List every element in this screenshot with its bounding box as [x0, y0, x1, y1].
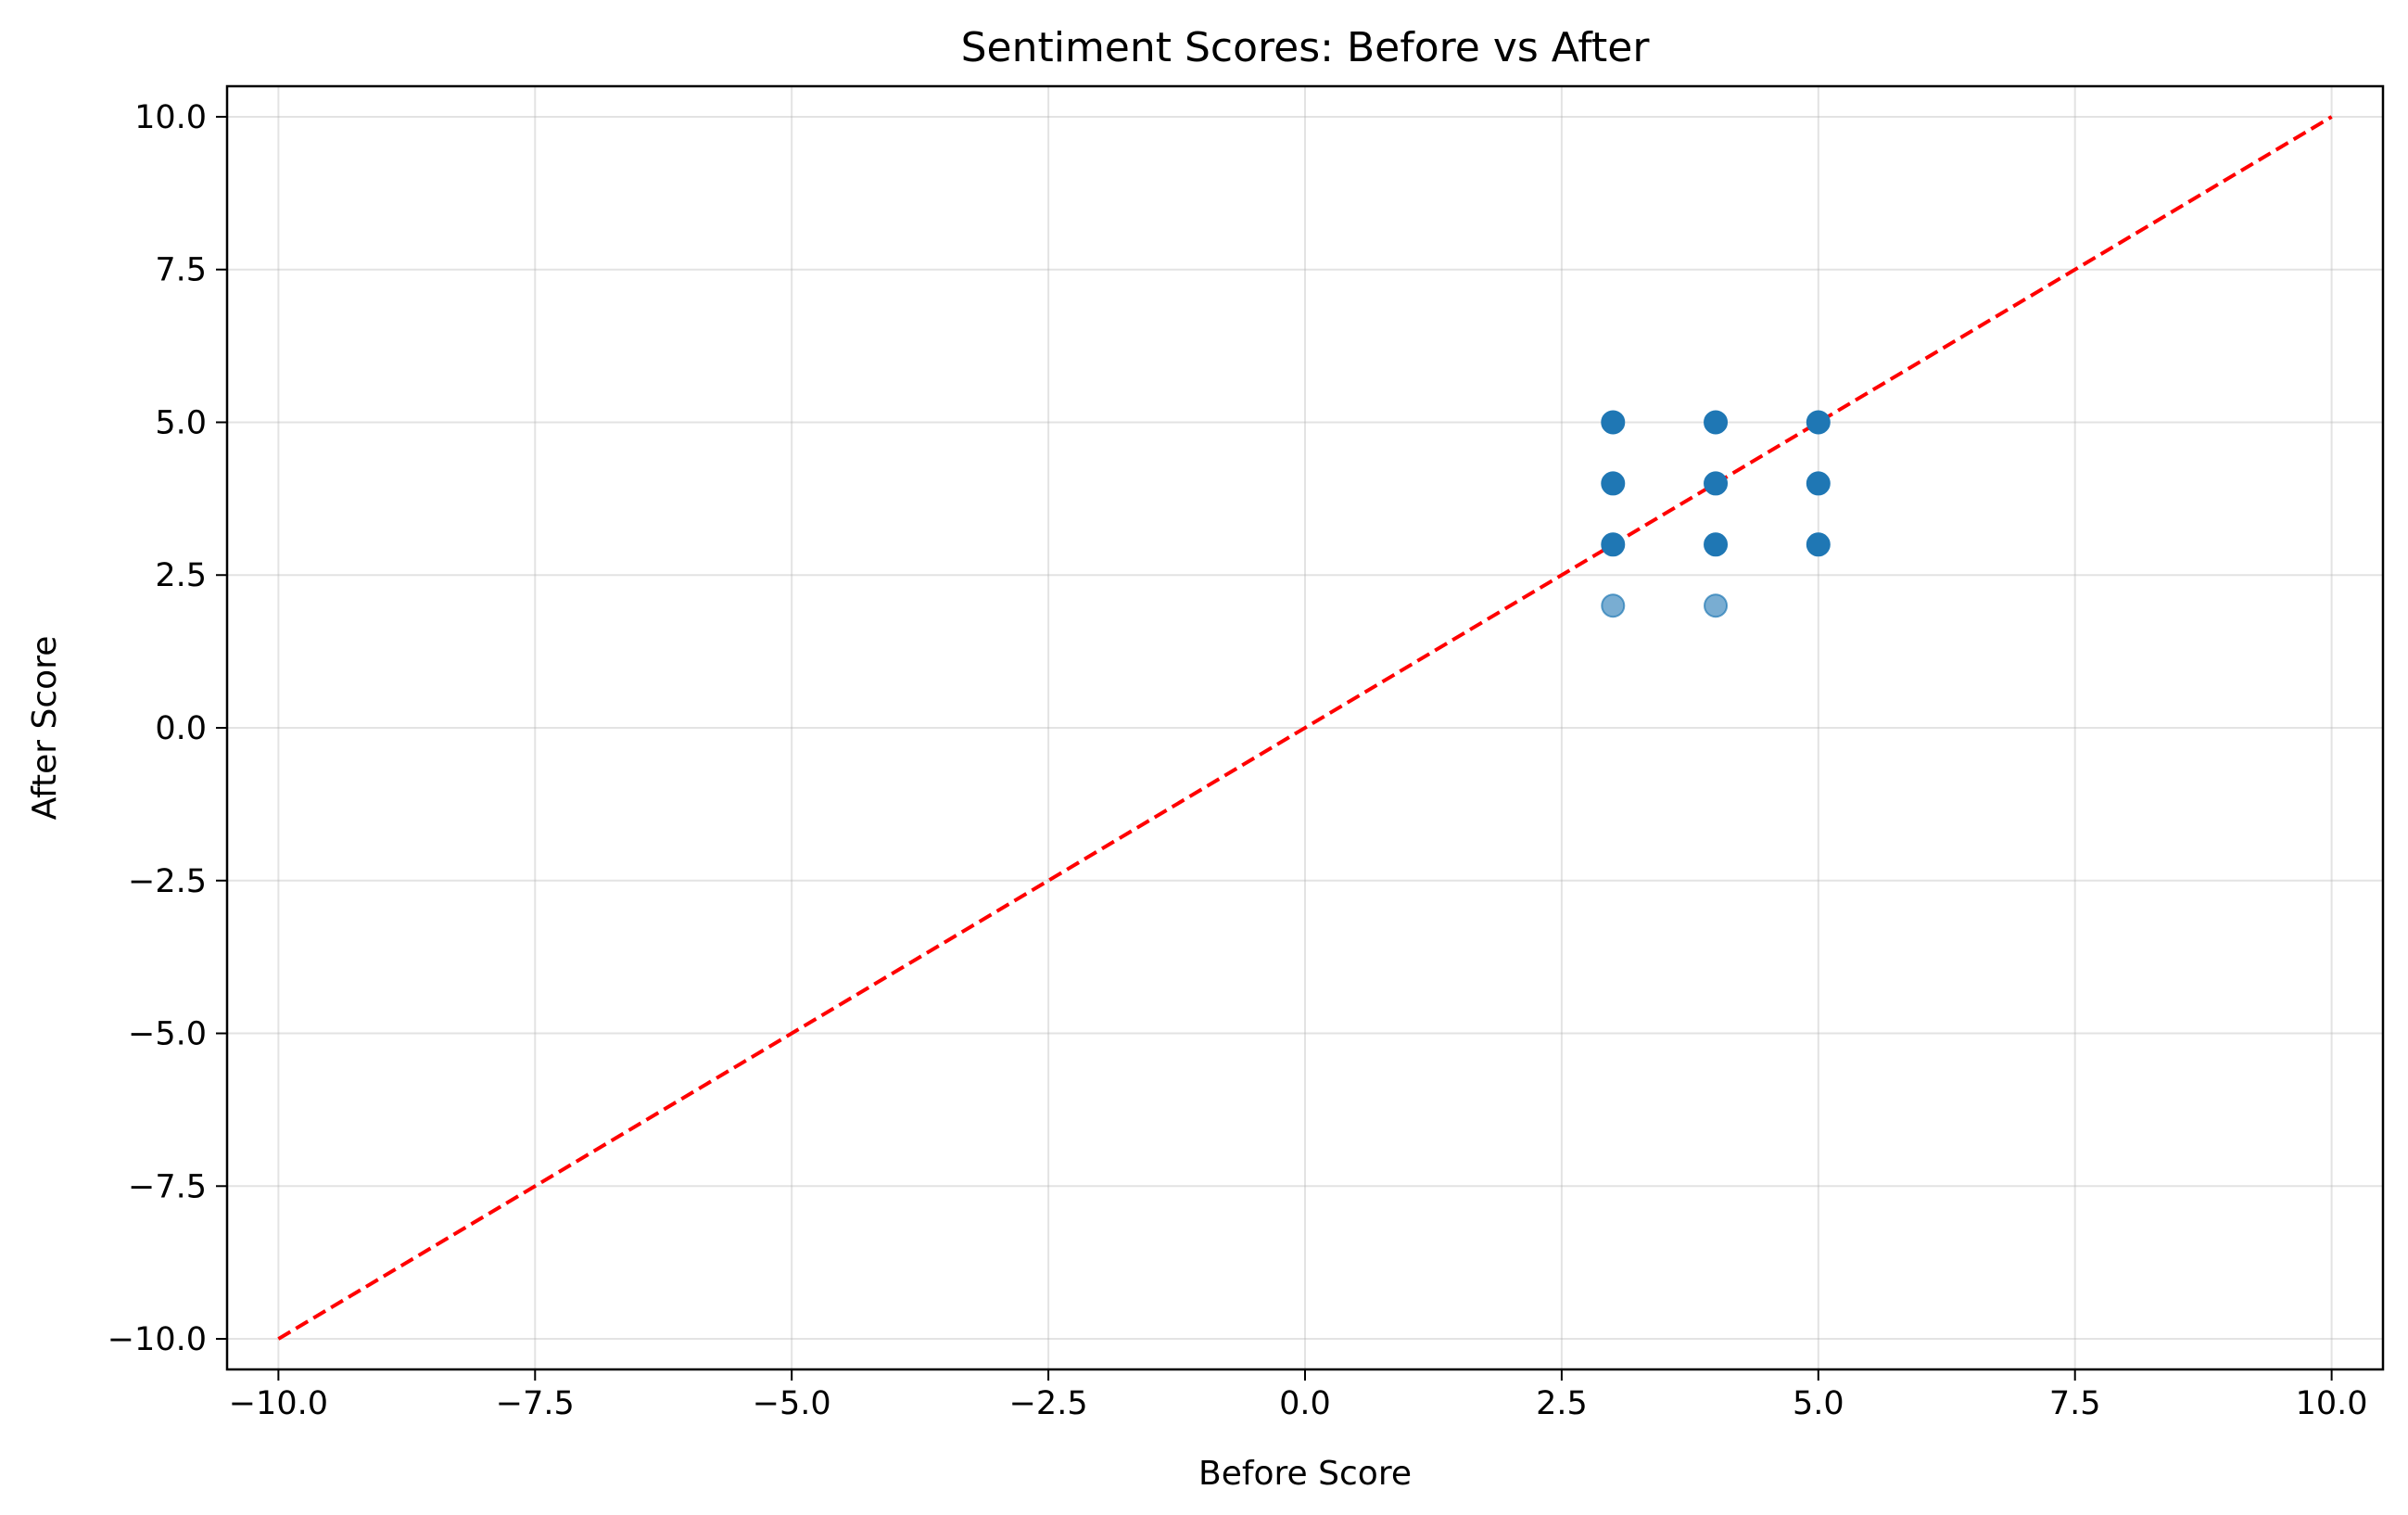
x-tick-label: 10.0: [2296, 1385, 2368, 1422]
data-point: [1601, 471, 1626, 496]
y-tick-label: 10.0: [134, 99, 207, 136]
x-tick-label: −7.5: [496, 1385, 575, 1422]
x-tick-label: −2.5: [1009, 1385, 1088, 1422]
x-tick-label: 0.0: [1279, 1385, 1331, 1422]
data-point: [1704, 471, 1729, 496]
data-point: [1806, 532, 1831, 557]
data-point: [1601, 593, 1626, 618]
y-tick-label: −7.5: [128, 1168, 207, 1205]
y-tick-label: −5.0: [128, 1016, 207, 1053]
data-point: [1601, 532, 1626, 557]
x-axis-label: Before Score: [1198, 1455, 1412, 1493]
x-tick-label: −5.0: [753, 1385, 831, 1422]
data-point: [1806, 471, 1831, 496]
data-point: [1806, 410, 1831, 435]
data-points: [1601, 410, 1831, 618]
data-point: [1704, 532, 1729, 557]
data-point: [1704, 593, 1729, 618]
x-tick-label: 5.0: [1793, 1385, 1844, 1422]
y-tick-label: 0.0: [155, 710, 207, 747]
reference-line-layer: [277, 115, 2333, 1341]
y-axis-ticks: −10.0 −7.5 −5.0 −2.5 0.0 2.5 5.0 7.5 10.0: [108, 99, 227, 1358]
chart-title: Sentiment Scores: Before vs After: [961, 24, 1651, 71]
x-tick-label: 7.5: [2049, 1385, 2101, 1422]
data-point: [1601, 410, 1626, 435]
reference-line: [277, 115, 2333, 1341]
x-axis-ticks: −10.0 −7.5 −5.0 −2.5 0.0 2.5 5.0 7.5 10.0: [229, 1369, 2368, 1422]
y-tick-label: 2.5: [155, 557, 207, 594]
y-tick-label: 7.5: [155, 252, 207, 289]
y-axis-label: After Score: [26, 636, 64, 821]
data-point: [1704, 410, 1729, 435]
x-tick-label: 2.5: [1536, 1385, 1588, 1422]
y-tick-label: −10.0: [108, 1321, 207, 1358]
x-tick-label: −10.0: [229, 1385, 328, 1422]
y-tick-label: −2.5: [128, 863, 207, 900]
y-tick-label: 5.0: [155, 404, 207, 441]
